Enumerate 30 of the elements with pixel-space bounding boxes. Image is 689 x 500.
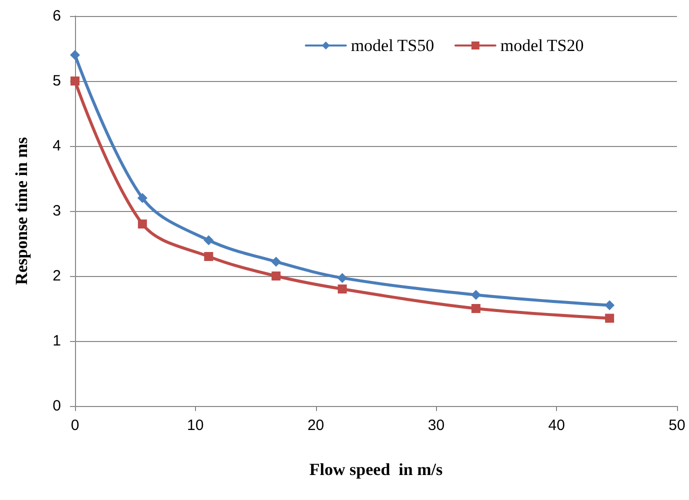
y-axis-title: Response time in ms	[12, 136, 31, 285]
legend-label: model TS50	[350, 36, 434, 55]
point	[604, 300, 615, 310]
point	[138, 220, 147, 228]
x-tick-label: 50	[668, 417, 686, 434]
y-tick-label: 0	[52, 398, 61, 414]
point	[272, 272, 281, 280]
y-tick-label: 4	[52, 138, 61, 154]
point	[204, 252, 214, 261]
y-tick-label: 3	[52, 202, 61, 220]
legend-label: model TS20	[500, 36, 584, 55]
x-tick-label: 40	[548, 417, 565, 434]
y-tick-label: 6	[52, 8, 61, 24]
y-tick-label: 2	[52, 268, 61, 284]
y-tick-label: 5	[52, 72, 61, 90]
point	[137, 193, 148, 203]
point	[471, 304, 480, 313]
y-tick-label: 1	[52, 332, 61, 350]
x-axis-title: Flow speed in m/s	[309, 460, 443, 479]
x-tick-label: 30	[428, 417, 445, 434]
point	[271, 256, 282, 267]
point	[605, 314, 614, 323]
point	[338, 284, 347, 294]
point	[204, 235, 214, 246]
point	[470, 290, 481, 300]
x-tick-label: 0	[70, 417, 80, 434]
point	[337, 272, 348, 283]
x-tick-label: 20	[307, 417, 324, 434]
point	[70, 50, 80, 60]
x-tick-label: 10	[187, 417, 204, 434]
